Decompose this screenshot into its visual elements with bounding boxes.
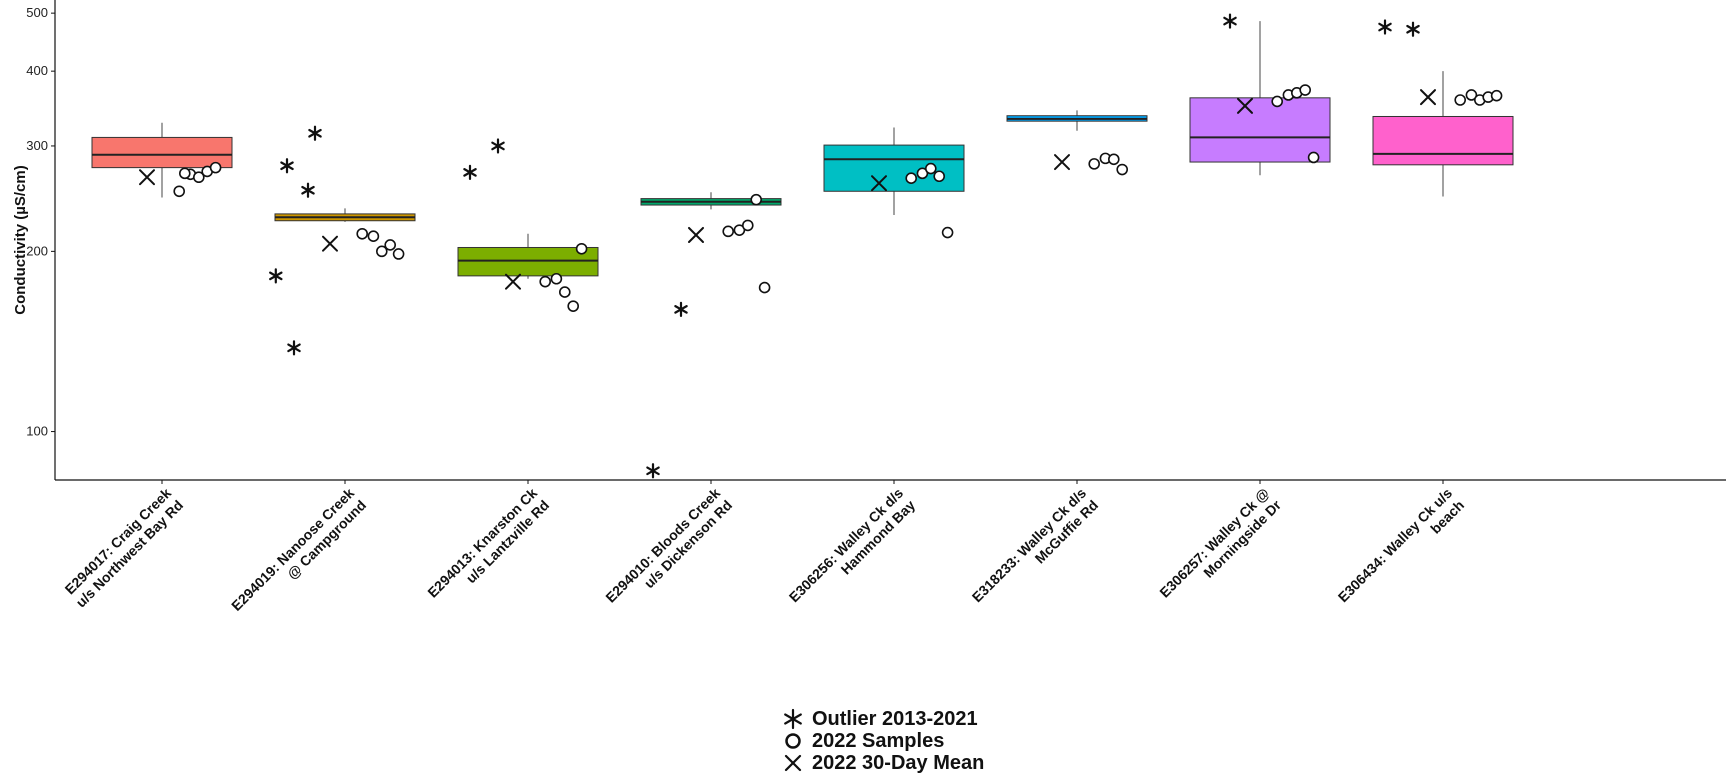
outlier-marker (1406, 21, 1420, 37)
outlier-marker (287, 340, 301, 356)
sample-marker (550, 272, 563, 285)
box-iqr (823, 144, 965, 192)
sample-marker (384, 239, 397, 251)
outlier-marker (646, 463, 660, 479)
outlier-marker (491, 138, 505, 154)
y-tick-label: 200 (26, 243, 48, 258)
mean-marker (871, 175, 887, 192)
sample-marker (367, 230, 380, 243)
outlier-marker (269, 268, 283, 284)
mean-marker (139, 169, 155, 186)
legend-item-mean: 2022 30-Day Mean (782, 752, 984, 774)
y-tick-label: 300 (26, 138, 48, 153)
x-category-label: E294017: Craig Creeku/s Northwest Bay Rd (60, 485, 186, 611)
sample-marker (392, 248, 405, 260)
box-iqr (1189, 97, 1331, 163)
sample-marker (750, 193, 763, 206)
sample-marker (758, 281, 771, 294)
x-category-label: E306434: Walley Ck u/sbeach (1335, 485, 1468, 618)
sample-marker (1307, 151, 1320, 164)
mean-marker (1054, 154, 1070, 171)
sample-marker (567, 300, 580, 312)
mean-marker (505, 273, 521, 290)
legend-label-mean: 2022 30-Day Mean (812, 752, 985, 774)
sample-marker (733, 224, 746, 236)
sample-marker (1454, 94, 1466, 106)
outlier-marker (280, 158, 294, 174)
sample-marker (375, 245, 388, 258)
box-iqr (1372, 115, 1514, 166)
mean-marker (322, 235, 338, 252)
sample-marker (539, 275, 552, 288)
circle-icon (785, 733, 801, 749)
sample-marker (1465, 89, 1478, 101)
legend-label-samples: 2022 Samples (812, 730, 945, 752)
sample-marker (356, 227, 369, 240)
x-category-label: E294019: Nanoose Creek@ Campground (228, 485, 369, 626)
y-tick-label: 500 (26, 5, 48, 20)
sample-marker (1299, 84, 1311, 96)
sample-marker (933, 170, 946, 183)
y-axis-title: Conductivity (µS/cm) (12, 165, 29, 315)
sample-marker (1116, 163, 1128, 176)
sample-marker (1088, 158, 1100, 170)
outlier-marker (301, 182, 315, 198)
box-iqr (457, 246, 599, 277)
legend-item-samples: 2022 Samples (782, 730, 984, 752)
sample-marker (1271, 95, 1283, 108)
sample-marker (916, 167, 929, 180)
sample-marker (905, 172, 918, 184)
sample-marker (924, 162, 937, 175)
sample-marker (722, 225, 735, 238)
x-category-label: E306257: Walley Ck @Morningside Dr (1156, 484, 1284, 612)
sample-marker (193, 171, 205, 184)
mean-marker (688, 226, 704, 243)
outlier-marker (674, 301, 688, 317)
sample-marker (941, 226, 954, 239)
sample-marker (209, 161, 222, 174)
legend-label-outlier: Outlier 2013-2021 (812, 708, 978, 730)
x-category-label: E294013: Knarston Cku/s Lantzville Rd (424, 485, 552, 613)
cross-icon (784, 754, 802, 772)
sample-marker (1490, 89, 1503, 102)
x-category-label: E294010: Bloods Creeku/s Dickenson Rd (602, 485, 735, 618)
sample-marker (179, 167, 191, 180)
y-tick-label: 100 (26, 424, 48, 439)
legend: Outlier 2013-2021 2022 Samples 2022 30-D… (782, 708, 984, 774)
mean-marker (1420, 89, 1436, 106)
y-tick-label: 400 (26, 63, 48, 78)
asterisk-icon (784, 708, 802, 730)
mean-marker (1237, 97, 1253, 114)
x-category-label: E306256: Walley Ck d/sHammond Bay (786, 485, 919, 618)
box-iqr (91, 136, 233, 169)
sample-marker (1108, 153, 1120, 166)
legend-item-outlier: Outlier 2013-2021 (782, 708, 984, 730)
outlier-marker (1378, 19, 1392, 35)
outlier-marker (308, 125, 322, 141)
sample-marker (558, 286, 571, 298)
sample-marker (173, 185, 185, 198)
outlier-marker (463, 164, 477, 180)
sample-marker (575, 242, 588, 255)
sample-marker (741, 219, 754, 232)
outlier-marker (1223, 13, 1237, 29)
x-category-label: E318233: Walley Ck d/sMcGuffie Rd (969, 485, 1102, 618)
